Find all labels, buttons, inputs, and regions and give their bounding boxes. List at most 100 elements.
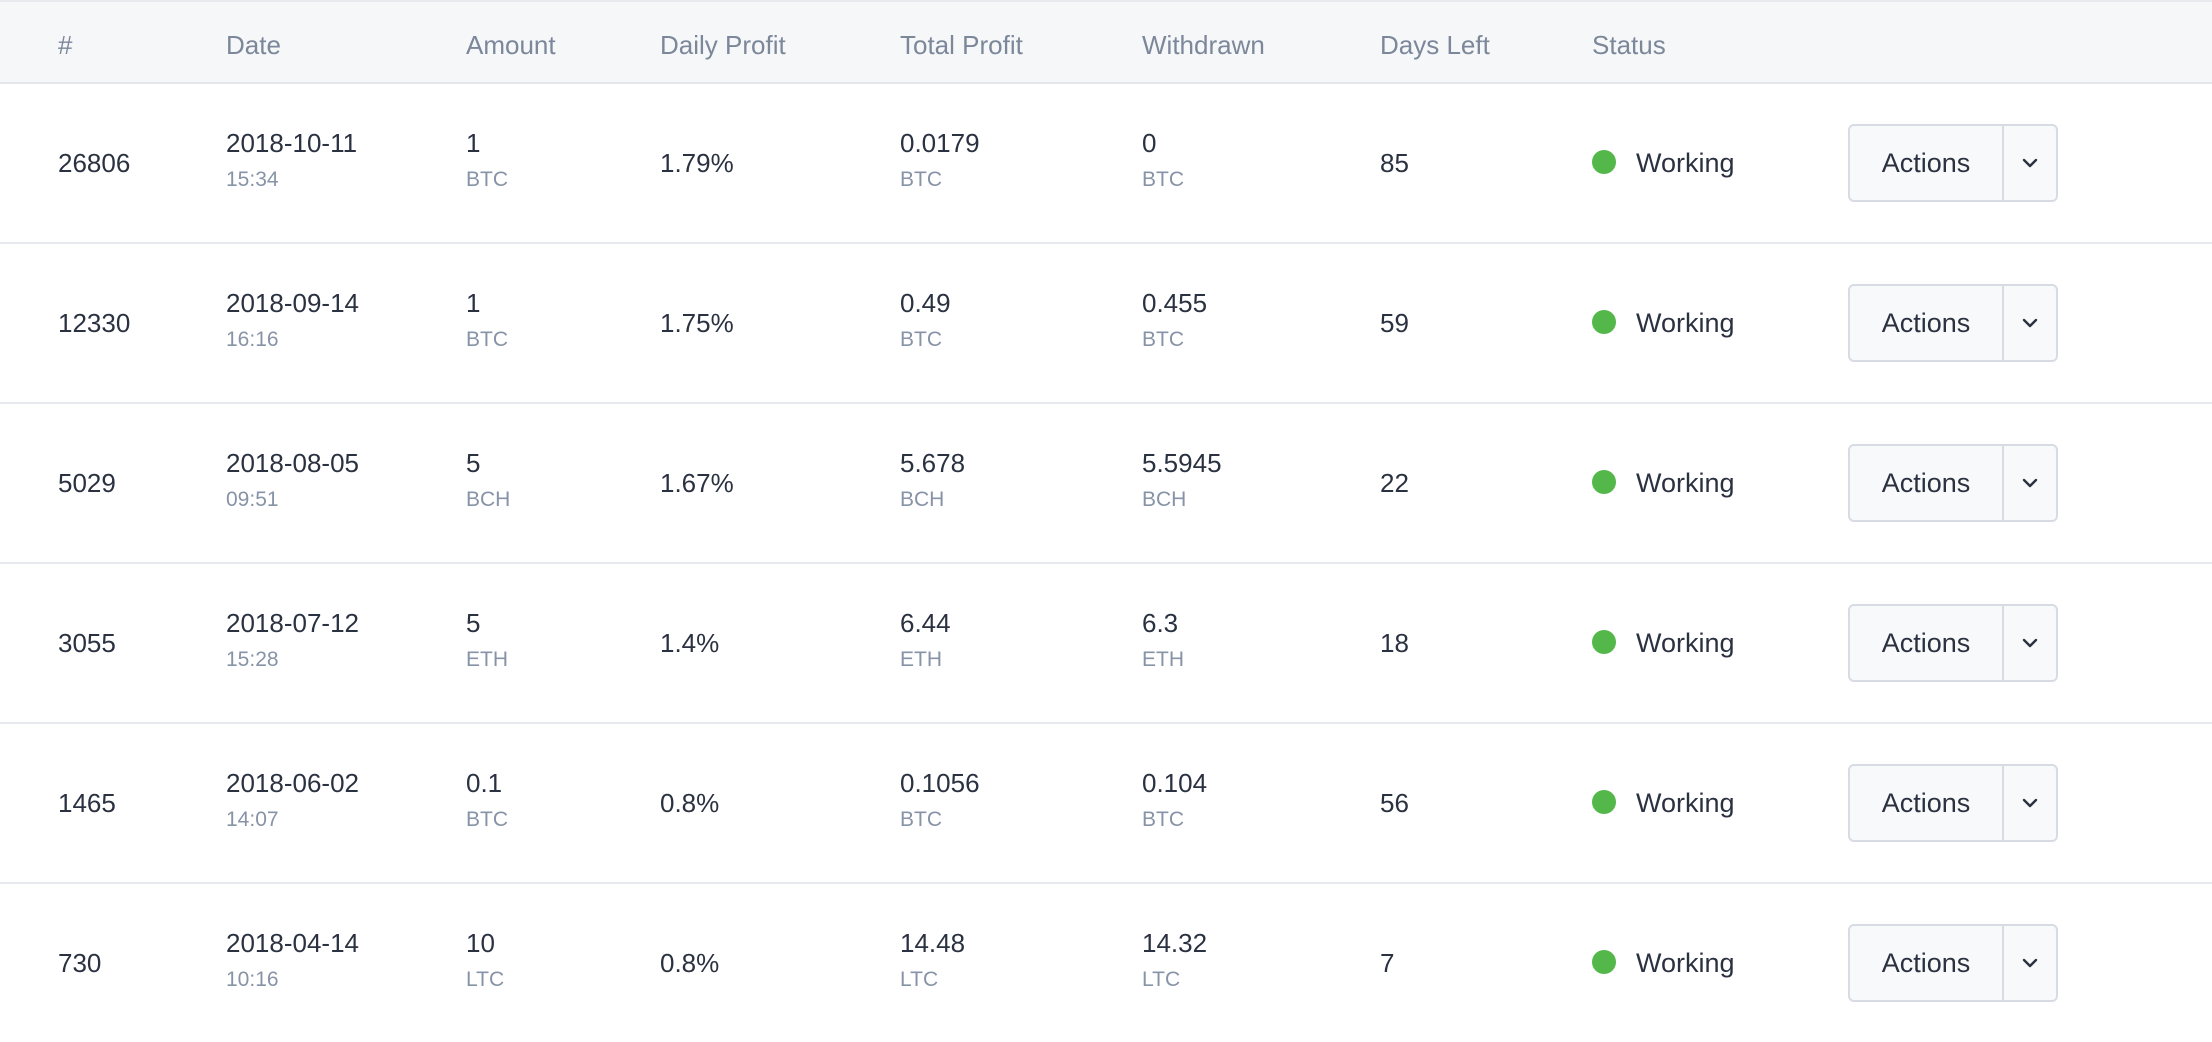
table-row: 1465 2018-06-02 14:07 0.1 BTC 0.8% 0.105… (0, 724, 2212, 884)
row-days-left: 22 (1380, 468, 1409, 498)
header-total-profit: Total Profit (900, 30, 1023, 60)
row-time: 15:34 (226, 168, 279, 191)
row-time: 10:16 (226, 968, 279, 991)
row-withdrawn-unit: BTC (1142, 168, 1184, 191)
header-daily-profit: Daily Profit (660, 30, 786, 60)
row-date: 2018-07-12 (226, 608, 359, 638)
row-total-profit: 0.1056 (900, 768, 980, 798)
chevron-down-icon (2022, 158, 2038, 168)
actions-dropdown-toggle[interactable] (2004, 286, 2056, 360)
row-withdrawn: 5.5945 (1142, 448, 1222, 478)
actions-button[interactable]: Actions (1850, 606, 2004, 680)
chevron-down-icon (2022, 638, 2038, 648)
row-amount: 0.1 (466, 768, 503, 798)
chevron-down-icon (2022, 478, 2038, 488)
actions-button[interactable]: Actions (1850, 766, 2004, 840)
actions-button[interactable]: Actions (1850, 126, 2004, 200)
row-date: 2018-06-02 (226, 768, 359, 798)
actions-dropdown-toggle[interactable] (2004, 926, 2056, 1000)
header-status: Status (1592, 30, 1666, 60)
row-date: 2018-10-11 (226, 128, 358, 158)
row-status: Working (1636, 788, 1735, 818)
row-date: 2018-09-14 (226, 288, 359, 318)
header-withdrawn: Withdrawn (1142, 30, 1265, 60)
row-total-profit: 6.44 (900, 608, 951, 638)
row-amount: 1 (466, 288, 481, 318)
actions-button[interactable]: Actions (1850, 926, 2004, 1000)
row-amount-unit: BTC (466, 328, 508, 351)
row-total-profit: 14.48 (900, 928, 966, 958)
row-total-profit: 0.49 (900, 288, 951, 318)
row-withdrawn: 0.104 (1142, 768, 1208, 798)
status-dot-icon (1592, 470, 1616, 494)
row-daily-profit: 1.4% (660, 628, 720, 658)
row-daily-profit: 0.8% (660, 948, 720, 978)
row-amount: 5 (466, 448, 481, 478)
chevron-down-icon (2022, 318, 2038, 328)
row-total-profit: 5.678 (900, 448, 966, 478)
actions-button-group: Actions (1848, 284, 2058, 362)
row-days-left: 85 (1380, 148, 1409, 178)
actions-button[interactable]: Actions (1850, 286, 2004, 360)
status-dot-icon (1592, 310, 1616, 334)
row-id: 26806 (58, 148, 131, 178)
row-id: 1465 (58, 788, 116, 818)
row-status: Working (1636, 148, 1735, 178)
header-date: Date (226, 30, 281, 60)
row-daily-profit: 1.67% (660, 468, 734, 498)
row-withdrawn: 14.32 (1142, 928, 1208, 958)
row-id: 5029 (58, 468, 116, 498)
header-amount: Amount (466, 30, 556, 60)
row-amount-unit: ETH (466, 648, 508, 671)
header-id: # (58, 30, 73, 60)
table-row: 12330 2018-09-14 16:16 1 BTC 1.75% 0.49 … (0, 244, 2212, 404)
row-total-profit-unit: BTC (900, 168, 942, 191)
row-time: 15:28 (226, 648, 279, 671)
row-daily-profit: 1.79% (660, 148, 734, 178)
row-withdrawn-unit: ETH (1142, 648, 1184, 671)
row-id: 12330 (58, 308, 131, 338)
actions-button-group: Actions (1848, 924, 2058, 1002)
row-amount: 1 (466, 128, 481, 158)
actions-button-group: Actions (1848, 444, 2058, 522)
row-status: Working (1636, 948, 1735, 978)
table-row: 730 2018-04-14 10:16 10 LTC 0.8% 14.48 L… (0, 884, 2212, 1042)
table-row: 3055 2018-07-12 15:28 5 ETH 1.4% 6.44 ET… (0, 564, 2212, 724)
row-amount-unit: LTC (466, 968, 505, 991)
row-total-profit-unit: BCH (900, 488, 945, 511)
row-days-left: 56 (1380, 788, 1409, 818)
actions-button-group: Actions (1848, 124, 2058, 202)
row-withdrawn: 6.3 (1142, 608, 1179, 638)
actions-button[interactable]: Actions (1850, 446, 2004, 520)
row-amount-unit: BTC (466, 808, 508, 831)
row-status: Working (1636, 468, 1735, 498)
row-withdrawn-unit: BTC (1142, 808, 1184, 831)
row-days-left: 7 (1380, 948, 1395, 978)
actions-dropdown-toggle[interactable] (2004, 126, 2056, 200)
row-amount: 10 (466, 928, 495, 958)
status-dot-icon (1592, 950, 1616, 974)
row-amount-unit: BCH (466, 488, 511, 511)
actions-dropdown-toggle[interactable] (2004, 766, 2056, 840)
row-withdrawn-unit: LTC (1142, 968, 1181, 991)
status-dot-icon (1592, 790, 1616, 814)
row-status: Working (1636, 628, 1735, 658)
row-time: 09:51 (226, 488, 279, 511)
row-total-profit-unit: BTC (900, 808, 942, 831)
row-time: 14:07 (226, 808, 279, 831)
row-withdrawn-unit: BCH (1142, 488, 1187, 511)
header-days-left: Days Left (1380, 30, 1490, 60)
row-withdrawn-unit: BTC (1142, 328, 1184, 351)
row-total-profit-unit: ETH (900, 648, 942, 671)
row-daily-profit: 1.75% (660, 308, 734, 338)
actions-dropdown-toggle[interactable] (2004, 446, 2056, 520)
row-total-profit-unit: BTC (900, 328, 942, 351)
status-dot-icon (1592, 630, 1616, 654)
row-id: 730 (58, 948, 102, 978)
row-days-left: 59 (1380, 308, 1409, 338)
actions-dropdown-toggle[interactable] (2004, 606, 2056, 680)
row-date: 2018-04-14 (226, 928, 359, 958)
actions-button-group: Actions (1848, 604, 2058, 682)
row-id: 3055 (58, 628, 116, 658)
